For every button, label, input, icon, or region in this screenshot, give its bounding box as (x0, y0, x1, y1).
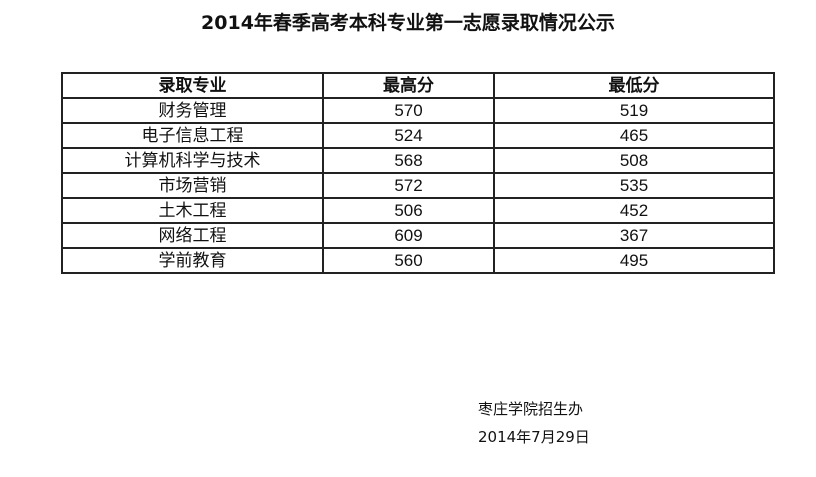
document-title: 2014年春季高考本科专业第一志愿录取情况公示 (201, 12, 615, 34)
header-min-score: 最低分 (493, 72, 775, 99)
cell-max-score: 560 (322, 247, 495, 274)
cell-min-score: 452 (493, 197, 775, 224)
cell-major: 财务管理 (61, 97, 324, 124)
header-max-score: 最高分 (322, 72, 495, 99)
cell-min-score: 367 (493, 222, 775, 249)
table-row: 网络工程 609 367 (61, 222, 775, 249)
cell-max-score: 572 (322, 172, 495, 199)
cell-major: 电子信息工程 (61, 122, 324, 149)
cell-max-score: 609 (322, 222, 495, 249)
table-header-row: 录取专业 最高分 最低分 (61, 72, 775, 99)
cell-min-score: 465 (493, 122, 775, 149)
table-row: 电子信息工程 524 465 (61, 122, 775, 149)
table-row: 计算机科学与技术 568 508 (61, 147, 775, 174)
cell-major: 土木工程 (61, 197, 324, 224)
cell-max-score: 568 (322, 147, 495, 174)
cell-major: 计算机科学与技术 (61, 147, 324, 174)
header-major: 录取专业 (61, 72, 324, 99)
table-row: 学前教育 560 495 (61, 247, 775, 274)
cell-min-score: 508 (493, 147, 775, 174)
cell-major: 市场营销 (61, 172, 324, 199)
table-row: 财务管理 570 519 (61, 97, 775, 124)
issuer: 枣庄学院招生办 (478, 400, 584, 418)
cell-max-score: 524 (322, 122, 495, 149)
admission-score-table: 录取专业 最高分 最低分 财务管理 570 519 电子信息工程 524 465 计算机科学… (61, 72, 775, 274)
cell-max-score: 506 (322, 197, 495, 224)
cell-major: 网络工程 (61, 222, 324, 249)
cell-min-score: 535 (493, 172, 775, 199)
cell-min-score: 519 (493, 97, 775, 124)
cell-max-score: 570 (322, 97, 495, 124)
table-row: 市场营销 572 535 (61, 172, 775, 199)
issue-date: 2014年7月29日 (478, 428, 590, 446)
cell-min-score: 495 (493, 247, 775, 274)
cell-major: 学前教育 (61, 247, 324, 274)
table-row: 土木工程 506 452 (61, 197, 775, 224)
